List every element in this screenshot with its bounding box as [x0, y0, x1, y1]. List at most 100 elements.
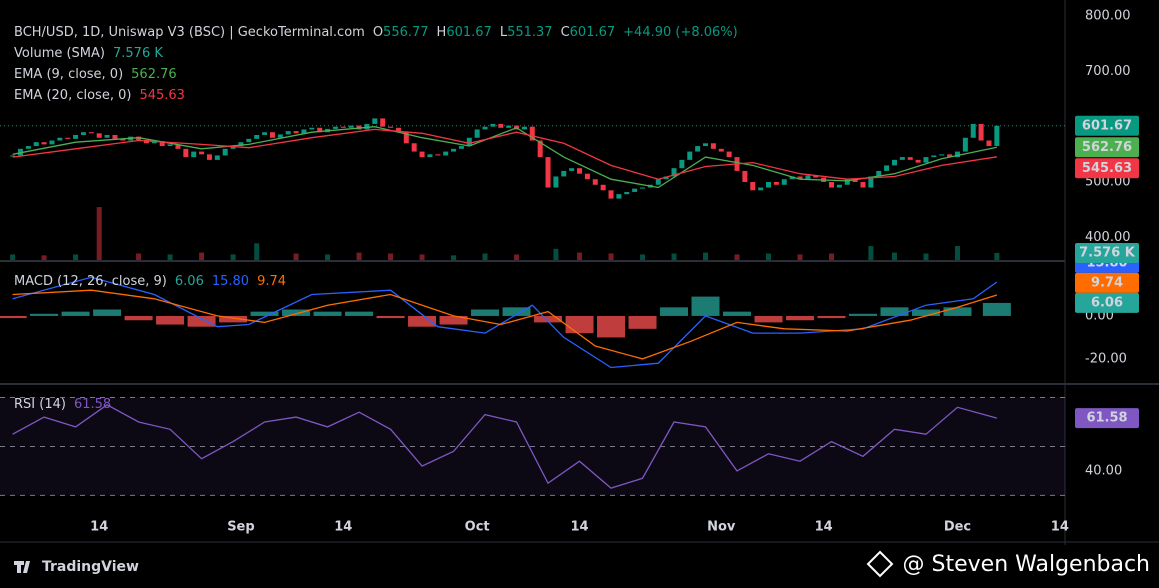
ema-line [12, 126, 998, 189]
legend-item: BCH/USD, 1D, Uniswap V3 (BSC) | GeckoTer… [14, 25, 365, 40]
candle [750, 182, 756, 191]
macd-histogram-bar [93, 309, 122, 316]
x-tick-label: Dec [944, 520, 971, 535]
macd-histogram-bar [565, 315, 594, 334]
candle [230, 146, 236, 149]
volume-bar [293, 253, 299, 260]
legend: RSI (14) 61.58 [14, 397, 111, 412]
candle [411, 143, 417, 152]
legend-item: Volume (SMA) [14, 46, 105, 61]
candle [435, 154, 441, 156]
price-badge [1075, 408, 1139, 429]
price-badge-label: 61.58 [1086, 411, 1127, 426]
x-tick-label: Oct [465, 520, 490, 535]
price-badge [1075, 292, 1139, 313]
macd-histogram-bar [848, 313, 877, 316]
candle [380, 118, 386, 127]
macd-histogram-bar [502, 307, 531, 316]
candle [96, 133, 102, 138]
candle [262, 132, 268, 135]
candle [104, 134, 110, 138]
price-badge [1075, 158, 1139, 179]
volume-bar [891, 252, 897, 260]
candle [521, 126, 527, 130]
candle [466, 137, 472, 147]
price-badge-label: 7.576 K [1079, 245, 1136, 260]
legend: EMA (20, close, 0) 545.63 [14, 88, 185, 103]
candle [939, 154, 945, 156]
candle [112, 134, 118, 139]
volume-bar [10, 254, 16, 260]
candle [395, 127, 401, 133]
candle [80, 132, 86, 135]
candle [632, 188, 638, 192]
candle [829, 182, 835, 188]
macd-histogram-bar [754, 315, 783, 323]
candle [561, 170, 567, 177]
price-badge-label: 9.74 [1091, 275, 1123, 290]
candle [947, 154, 953, 158]
volume-bar [640, 254, 646, 260]
candle [222, 148, 228, 156]
candle [73, 134, 79, 139]
macd-histogram-bar [628, 315, 657, 329]
candle [254, 134, 260, 139]
candle [813, 175, 819, 178]
candle [10, 155, 16, 157]
candle [33, 142, 39, 147]
legend-item: 9.74 [257, 274, 286, 289]
y-tick-label: 400.00 [1085, 230, 1131, 245]
candle [159, 141, 165, 147]
ema-line [12, 128, 998, 180]
candle [781, 179, 787, 185]
legend-item: EMA (20, close, 0) [14, 88, 131, 103]
candle [506, 125, 512, 128]
candle [403, 132, 409, 144]
macd-histogram-bar [0, 315, 27, 319]
logo-icon [14, 561, 30, 573]
candle [175, 144, 181, 149]
macd-histogram-bar [250, 311, 279, 316]
watermark-icon [866, 550, 894, 578]
footer [0, 545, 1159, 588]
rsi-tick-label: 40.00 [1085, 463, 1122, 478]
candle [238, 142, 244, 147]
legend-item: 562.76 [131, 67, 177, 82]
candle [214, 155, 220, 160]
candle [907, 157, 913, 160]
candle [340, 126, 346, 128]
candle [970, 123, 976, 138]
volume-bar [703, 252, 709, 260]
candle [25, 146, 31, 149]
candle [206, 154, 212, 160]
candle [577, 168, 583, 174]
candle [293, 131, 299, 134]
legend-item: MACD (12, 26, close, 9) [14, 274, 167, 289]
volume-bar [868, 246, 874, 260]
macd-histogram-bar [30, 313, 59, 316]
rsi-line [12, 404, 998, 489]
volume-bar [734, 254, 740, 260]
candle [718, 148, 724, 152]
candle [608, 190, 614, 199]
volume-bar [451, 255, 457, 260]
candle [482, 126, 488, 130]
legend-item: 15.80 [212, 274, 249, 289]
volume-bar [199, 252, 205, 260]
candle [789, 176, 795, 180]
legend-item: 7.576 K [113, 46, 163, 61]
candle [710, 143, 716, 149]
macd-histogram-bar [187, 315, 216, 327]
price-badge [1075, 272, 1139, 293]
macd-histogram-bar [408, 315, 437, 327]
legend-item: H [437, 25, 447, 40]
candle [65, 137, 71, 139]
volume-bar [41, 255, 47, 260]
candle [852, 179, 858, 182]
volume-bar [419, 254, 425, 260]
legend-item: RSI (14) [14, 397, 66, 412]
candle [695, 146, 701, 152]
candle [773, 182, 779, 185]
candle [923, 157, 929, 163]
